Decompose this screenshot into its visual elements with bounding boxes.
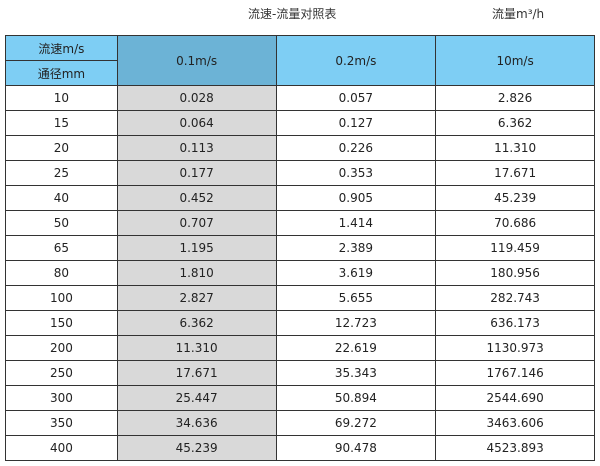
diameter-cell: 10 (5, 85, 118, 111)
flow-cell: 34.636 (116, 410, 277, 436)
flow-cell: 5.655 (275, 285, 437, 311)
diameter-cell: 100 (5, 285, 118, 311)
flow-cell: 2.389 (275, 235, 437, 261)
diameter-cell: 250 (5, 360, 118, 386)
flow-cell: 35.343 (275, 360, 437, 386)
flow-cell: 2544.690 (435, 385, 595, 411)
table-row: 40 0.452 0.905 45.239 (5, 185, 595, 211)
diameter-cell: 350 (5, 410, 118, 436)
flow-cell: 3.619 (275, 260, 437, 286)
flow-cell: 0.452 (116, 185, 277, 211)
flow-cell: 0.127 (275, 110, 437, 136)
table-row: 80 1.810 3.619 180.956 (5, 260, 595, 286)
diameter-cell: 40 (5, 185, 118, 211)
table-row: 100 2.827 5.655 282.743 (5, 285, 595, 311)
flow-cell: 11.310 (116, 335, 277, 361)
flow-cell: 1.195 (116, 235, 277, 261)
table-row: 300 25.447 50.894 2544.690 (5, 385, 595, 411)
flow-cell: 0.353 (275, 160, 437, 186)
flow-cell: 180.956 (435, 260, 595, 286)
diameter-cell: 65 (5, 235, 118, 261)
velocity-header: 流速m/s (5, 35, 118, 61)
table-row: 15 0.064 0.127 6.362 (5, 110, 595, 136)
flow-cell: 17.671 (435, 160, 595, 186)
flow-cell: 6.362 (116, 310, 277, 336)
flow-cell: 282.743 (435, 285, 595, 311)
flow-cell: 1767.146 (435, 360, 595, 386)
table-row: 150 6.362 12.723 636.173 (5, 310, 595, 336)
flow-cell: 3463.606 (435, 410, 595, 436)
flow-cell: 1130.973 (435, 335, 595, 361)
column-header: 0.2m/s (275, 35, 437, 86)
column-header: 0.1m/s (116, 35, 277, 86)
diameter-cell: 25 (5, 160, 118, 186)
unit-caption: 流量m³/h (492, 7, 545, 21)
diameter-cell: 50 (5, 210, 118, 236)
flow-cell: 0.028 (116, 85, 277, 111)
flow-cell: 12.723 (275, 310, 437, 336)
flow-cell: 0.057 (275, 85, 437, 111)
flow-cell: 119.459 (435, 235, 595, 261)
flow-cell: 25.447 (116, 385, 277, 411)
column-header: 10m/s (435, 35, 595, 86)
table-row: 250 17.671 35.343 1767.146 (5, 360, 595, 386)
table-row: 50 0.707 1.414 70.686 (5, 210, 595, 236)
flow-cell: 45.239 (116, 435, 277, 461)
flow-cell: 50.894 (275, 385, 437, 411)
diameter-cell: 200 (5, 335, 118, 361)
flow-cell: 2.827 (116, 285, 277, 311)
flow-table: 流速m/s 0.1m/s 0.2m/s 10m/s 通径mm 10 0.028 0.… (5, 35, 595, 461)
table-row: 200 11.310 22.619 1130.973 (5, 335, 595, 361)
diameter-cell: 15 (5, 110, 118, 136)
flow-cell: 90.478 (275, 435, 437, 461)
flow-cell: 0.177 (116, 160, 277, 186)
flow-cell: 45.239 (435, 185, 595, 211)
flow-cell: 4523.893 (435, 435, 595, 461)
flow-cell: 0.905 (275, 185, 437, 211)
flow-cell: 0.226 (275, 135, 437, 161)
flow-cell: 70.686 (435, 210, 595, 236)
diameter-cell: 80 (5, 260, 118, 286)
flow-cell: 2.826 (435, 85, 595, 111)
flow-cell: 0.064 (116, 110, 277, 136)
diameter-cell: 20 (5, 135, 118, 161)
flow-cell: 11.310 (435, 135, 595, 161)
table-row: 65 1.195 2.389 119.459 (5, 235, 595, 261)
table-row: 400 45.239 90.478 4523.893 (5, 435, 595, 461)
flow-cell: 1.414 (275, 210, 437, 236)
diameter-header: 通径mm (5, 60, 118, 86)
table-row: 20 0.113 0.226 11.310 (5, 135, 595, 161)
flow-cell: 1.810 (116, 260, 277, 286)
flow-cell: 22.619 (275, 335, 437, 361)
diameter-cell: 150 (5, 310, 118, 336)
flow-cell: 636.173 (435, 310, 595, 336)
table-row: 25 0.177 0.353 17.671 (5, 160, 595, 186)
table-row: 350 34.636 69.272 3463.606 (5, 410, 595, 436)
flow-cell: 0.707 (116, 210, 277, 236)
flow-cell: 69.272 (275, 410, 437, 436)
diameter-cell: 400 (5, 435, 118, 461)
table-title: 流速-流量对照表 (248, 7, 337, 21)
flow-cell: 0.113 (116, 135, 277, 161)
flow-cell: 6.362 (435, 110, 595, 136)
diameter-cell: 300 (5, 385, 118, 411)
table-row: 10 0.028 0.057 2.826 (5, 85, 595, 111)
flow-cell: 17.671 (116, 360, 277, 386)
